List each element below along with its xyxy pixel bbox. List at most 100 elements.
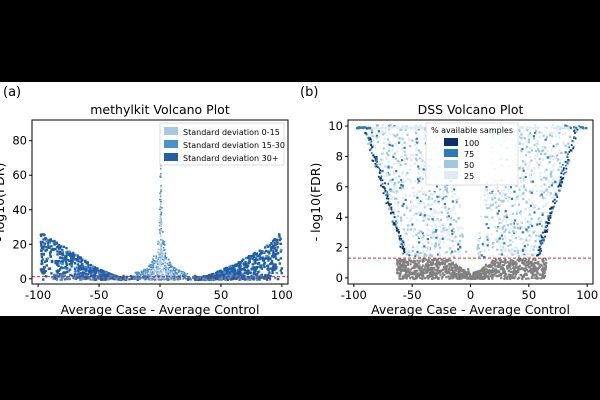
data-point	[543, 188, 547, 191]
data-point	[404, 194, 407, 197]
data-point	[517, 227, 521, 230]
data-point	[382, 141, 386, 144]
data-point	[485, 223, 488, 226]
data-point	[519, 185, 523, 188]
data-point	[421, 268, 424, 271]
data-point	[405, 174, 408, 177]
plot-b-y-tick-label: 4	[336, 210, 343, 224]
data-point	[387, 202, 390, 205]
data-point	[497, 241, 501, 244]
data-point	[427, 241, 430, 244]
data-point	[518, 142, 522, 145]
data-point	[58, 272, 62, 276]
data-point	[69, 273, 72, 277]
data-point	[40, 242, 43, 246]
data-point	[179, 274, 182, 277]
data-point	[382, 147, 386, 150]
data-point	[187, 276, 190, 279]
data-point	[418, 264, 421, 267]
data-point	[413, 269, 416, 272]
data-point	[517, 197, 520, 200]
data-point	[555, 135, 558, 138]
data-point	[231, 264, 235, 268]
data-point	[180, 270, 183, 273]
data-point	[84, 268, 87, 271]
data-point	[458, 206, 462, 209]
data-point	[533, 167, 536, 170]
data-point	[433, 246, 436, 249]
data-point	[449, 247, 452, 250]
data-point	[455, 277, 458, 280]
data-point	[42, 253, 46, 256]
data-point	[427, 254, 430, 257]
data-point	[68, 259, 71, 263]
data-point	[544, 266, 547, 269]
data-point	[76, 276, 79, 279]
data-point	[158, 268, 160, 271]
data-point	[546, 202, 549, 205]
data-point	[152, 259, 155, 262]
data-point	[263, 262, 266, 266]
data-point	[541, 205, 545, 208]
data-point	[523, 137, 526, 140]
data-point	[537, 249, 540, 252]
data-point	[561, 126, 565, 129]
data-point	[518, 211, 521, 214]
data-point	[393, 186, 396, 189]
data-point	[542, 240, 545, 243]
data-point	[401, 186, 405, 189]
data-point	[409, 178, 412, 181]
data-point	[160, 276, 162, 278]
data-point	[371, 134, 374, 137]
data-point	[536, 154, 539, 157]
data-point	[434, 224, 437, 227]
data-point	[483, 249, 487, 252]
data-point	[416, 250, 419, 254]
data-point	[450, 216, 453, 220]
data-point	[40, 259, 44, 263]
data-point	[409, 263, 412, 266]
data-point	[511, 196, 515, 199]
data-point	[514, 273, 518, 276]
data-point	[65, 261, 68, 265]
data-point	[84, 269, 88, 272]
data-point	[228, 274, 232, 277]
data-point	[407, 268, 410, 272]
data-point	[375, 160, 378, 163]
data-point	[451, 200, 454, 203]
data-point	[395, 227, 398, 230]
data-point	[50, 239, 53, 243]
data-point	[566, 125, 569, 128]
data-point	[417, 126, 421, 130]
data-point	[158, 241, 160, 243]
data-point	[253, 258, 257, 262]
data-point	[156, 260, 158, 263]
data-point	[553, 198, 556, 201]
data-point	[512, 266, 515, 269]
data-point	[119, 276, 122, 279]
data-point	[391, 178, 394, 181]
data-point	[168, 278, 171, 280]
data-point	[429, 273, 432, 276]
data-point	[482, 267, 485, 270]
data-point	[261, 258, 265, 262]
data-point	[243, 269, 247, 272]
data-point	[532, 204, 535, 207]
data-point	[175, 268, 177, 271]
data-point	[461, 275, 464, 278]
data-point	[79, 278, 82, 281]
data-point	[173, 267, 175, 270]
data-point	[557, 185, 560, 188]
data-point	[479, 273, 482, 276]
data-point	[260, 276, 263, 279]
data-point	[393, 182, 397, 185]
data-point	[540, 178, 543, 181]
data-point	[156, 265, 159, 268]
data-point	[409, 207, 412, 210]
data-point	[464, 274, 467, 277]
data-point	[167, 264, 170, 266]
data-point	[159, 262, 162, 265]
data-point	[167, 272, 170, 274]
data-point	[415, 275, 418, 278]
data-point	[431, 274, 434, 277]
